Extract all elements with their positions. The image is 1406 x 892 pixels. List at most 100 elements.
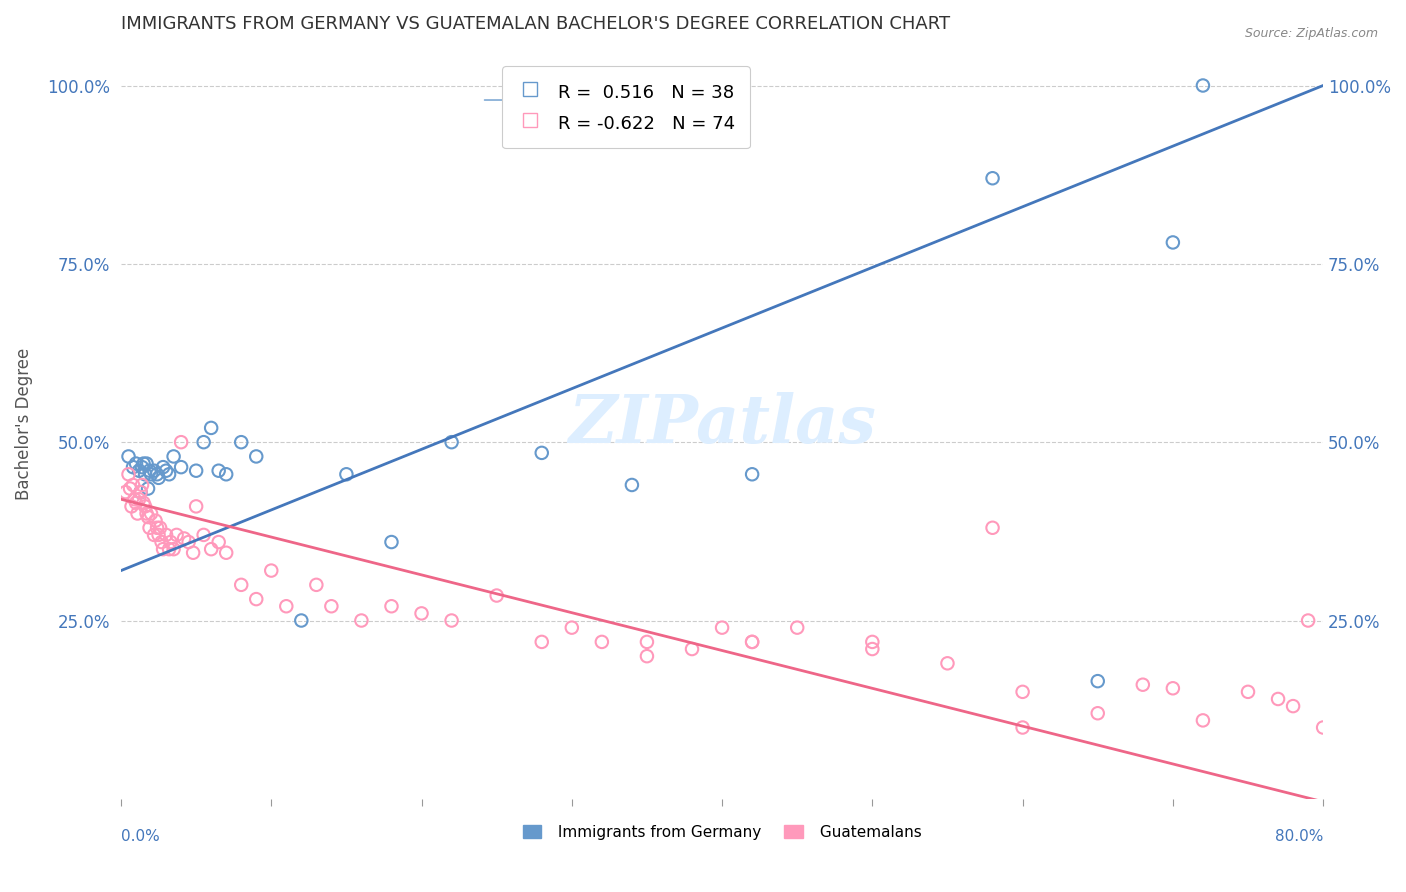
Point: [1087, 706, 1109, 721]
Point: [146, 467, 169, 482]
Point: [138, 464, 160, 478]
Point: [860, 642, 883, 657]
Point: [193, 435, 215, 450]
Point: [411, 607, 433, 621]
Point: [139, 467, 162, 482]
Point: [1267, 692, 1289, 706]
Point: [139, 507, 162, 521]
Point: [530, 635, 553, 649]
Point: [208, 464, 231, 478]
Text: ZIPatlas: ZIPatlas: [568, 392, 876, 457]
Point: [127, 507, 149, 521]
Point: [184, 500, 207, 514]
Point: [1132, 678, 1154, 692]
Point: [135, 457, 157, 471]
Point: [530, 446, 553, 460]
Point: [200, 542, 222, 557]
Point: [149, 521, 172, 535]
Point: [152, 542, 174, 557]
Point: [936, 657, 959, 671]
Point: [276, 599, 298, 614]
Point: [122, 460, 145, 475]
Point: [131, 478, 153, 492]
Point: [350, 614, 373, 628]
Point: [166, 528, 188, 542]
Point: [1192, 714, 1215, 728]
Text: IMMIGRANTS FROM GERMANY VS GUATEMALAN BACHELOR'S DEGREE CORRELATION CHART: IMMIGRANTS FROM GERMANY VS GUATEMALAN BA…: [121, 15, 950, 33]
Point: [1282, 699, 1305, 714]
Point: [231, 435, 253, 450]
Point: [215, 546, 238, 560]
Point: [148, 471, 170, 485]
Point: [122, 478, 145, 492]
Point: [561, 621, 583, 635]
Point: [681, 642, 703, 657]
Point: [208, 535, 231, 549]
Point: [117, 450, 139, 464]
Point: [114, 485, 136, 500]
Point: [1161, 235, 1184, 250]
Point: [173, 532, 195, 546]
Point: [157, 467, 180, 482]
Point: [380, 535, 402, 549]
Point: [136, 482, 159, 496]
Point: [162, 450, 184, 464]
Point: [159, 535, 181, 549]
Point: [131, 460, 153, 475]
Point: [148, 528, 170, 542]
Point: [143, 528, 166, 542]
Y-axis label: Bachelor's Degree: Bachelor's Degree: [15, 348, 32, 500]
Point: [245, 450, 267, 464]
Point: [117, 467, 139, 482]
Point: [741, 635, 763, 649]
Point: [1011, 685, 1033, 699]
Point: [136, 510, 159, 524]
Point: [121, 500, 143, 514]
Point: [741, 635, 763, 649]
Point: [711, 621, 734, 635]
Point: [1296, 614, 1319, 628]
Point: [1161, 681, 1184, 696]
Point: [135, 507, 157, 521]
Point: [143, 464, 166, 478]
Point: [170, 435, 193, 450]
Point: [124, 492, 146, 507]
Point: [129, 485, 152, 500]
Point: [132, 457, 155, 471]
Point: [134, 467, 156, 482]
Point: [215, 467, 238, 482]
Point: [636, 649, 658, 664]
Point: [184, 464, 207, 478]
Point: [260, 564, 283, 578]
Point: [128, 464, 150, 478]
Point: [1312, 721, 1334, 735]
Point: [157, 542, 180, 557]
Point: [152, 460, 174, 475]
Point: [146, 521, 169, 535]
Point: [177, 535, 200, 549]
Point: [170, 460, 193, 475]
Point: [125, 496, 148, 510]
Point: [200, 421, 222, 435]
Point: [181, 546, 204, 560]
Point: [129, 485, 152, 500]
Point: [128, 492, 150, 507]
Point: [786, 621, 808, 635]
Point: [1192, 78, 1215, 93]
Point: [591, 635, 613, 649]
Point: [305, 578, 328, 592]
Point: [193, 528, 215, 542]
Point: [321, 599, 343, 614]
Point: [245, 592, 267, 607]
Point: [1087, 674, 1109, 689]
Point: [981, 171, 1004, 186]
Point: [1011, 721, 1033, 735]
Point: [118, 482, 141, 496]
Point: [1237, 685, 1260, 699]
Point: [636, 635, 658, 649]
Point: [860, 635, 883, 649]
Point: [132, 496, 155, 510]
Text: 0.0%: 0.0%: [121, 829, 160, 844]
Point: [620, 478, 643, 492]
Point: [134, 500, 156, 514]
